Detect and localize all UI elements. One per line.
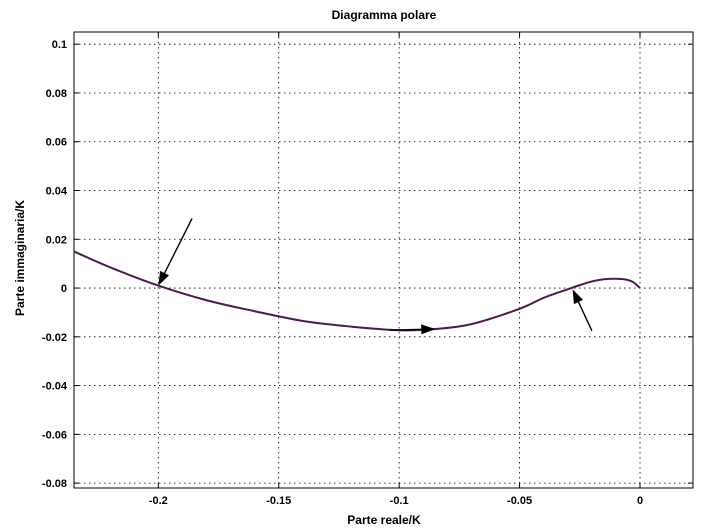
grid xyxy=(74,32,693,488)
x-tick-label: -0.1 xyxy=(390,495,409,507)
series-line xyxy=(73,250,641,332)
arrow-annotations xyxy=(158,218,593,335)
y-tick-label: -0.06 xyxy=(42,429,67,441)
arrow-head xyxy=(572,289,584,305)
y-tick-label: -0.08 xyxy=(42,478,67,490)
plot-area xyxy=(73,31,694,489)
y-tick-label: 0 xyxy=(61,283,67,295)
y-tick-label: 0.04 xyxy=(46,186,68,198)
y-tick-label: 0.1 xyxy=(52,39,67,51)
y-tick-label: 0.06 xyxy=(46,137,67,149)
y-tick-label: -0.02 xyxy=(42,332,67,344)
x-tick-label: -0.05 xyxy=(507,495,532,507)
x-tick-label: -0.15 xyxy=(266,495,291,507)
series-layer xyxy=(73,250,641,332)
x-tick-label: 0 xyxy=(637,495,643,507)
arrow-annotation xyxy=(577,301,593,332)
y-tick-label: -0.04 xyxy=(42,381,68,393)
arrow-head xyxy=(421,324,436,335)
arrow-annotation xyxy=(389,328,422,331)
chart-title: Diagramma polare xyxy=(332,8,437,22)
x-tick-label: -0.2 xyxy=(149,495,168,507)
y-tick-label: 0.08 xyxy=(46,88,67,100)
y-axis-label: Parte immaginaria/K xyxy=(13,200,27,316)
arrow-head xyxy=(158,270,170,286)
y-tick-label: 0.02 xyxy=(46,234,67,246)
arrow-annotation xyxy=(163,218,193,274)
axis-ticks: -0.2 -0.15 -0.1 -0.05 0 0.1 0.08 0.06 0.04 0.02 0 -… xyxy=(42,32,693,507)
x-axis-label: Parte reale/K xyxy=(347,513,421,527)
